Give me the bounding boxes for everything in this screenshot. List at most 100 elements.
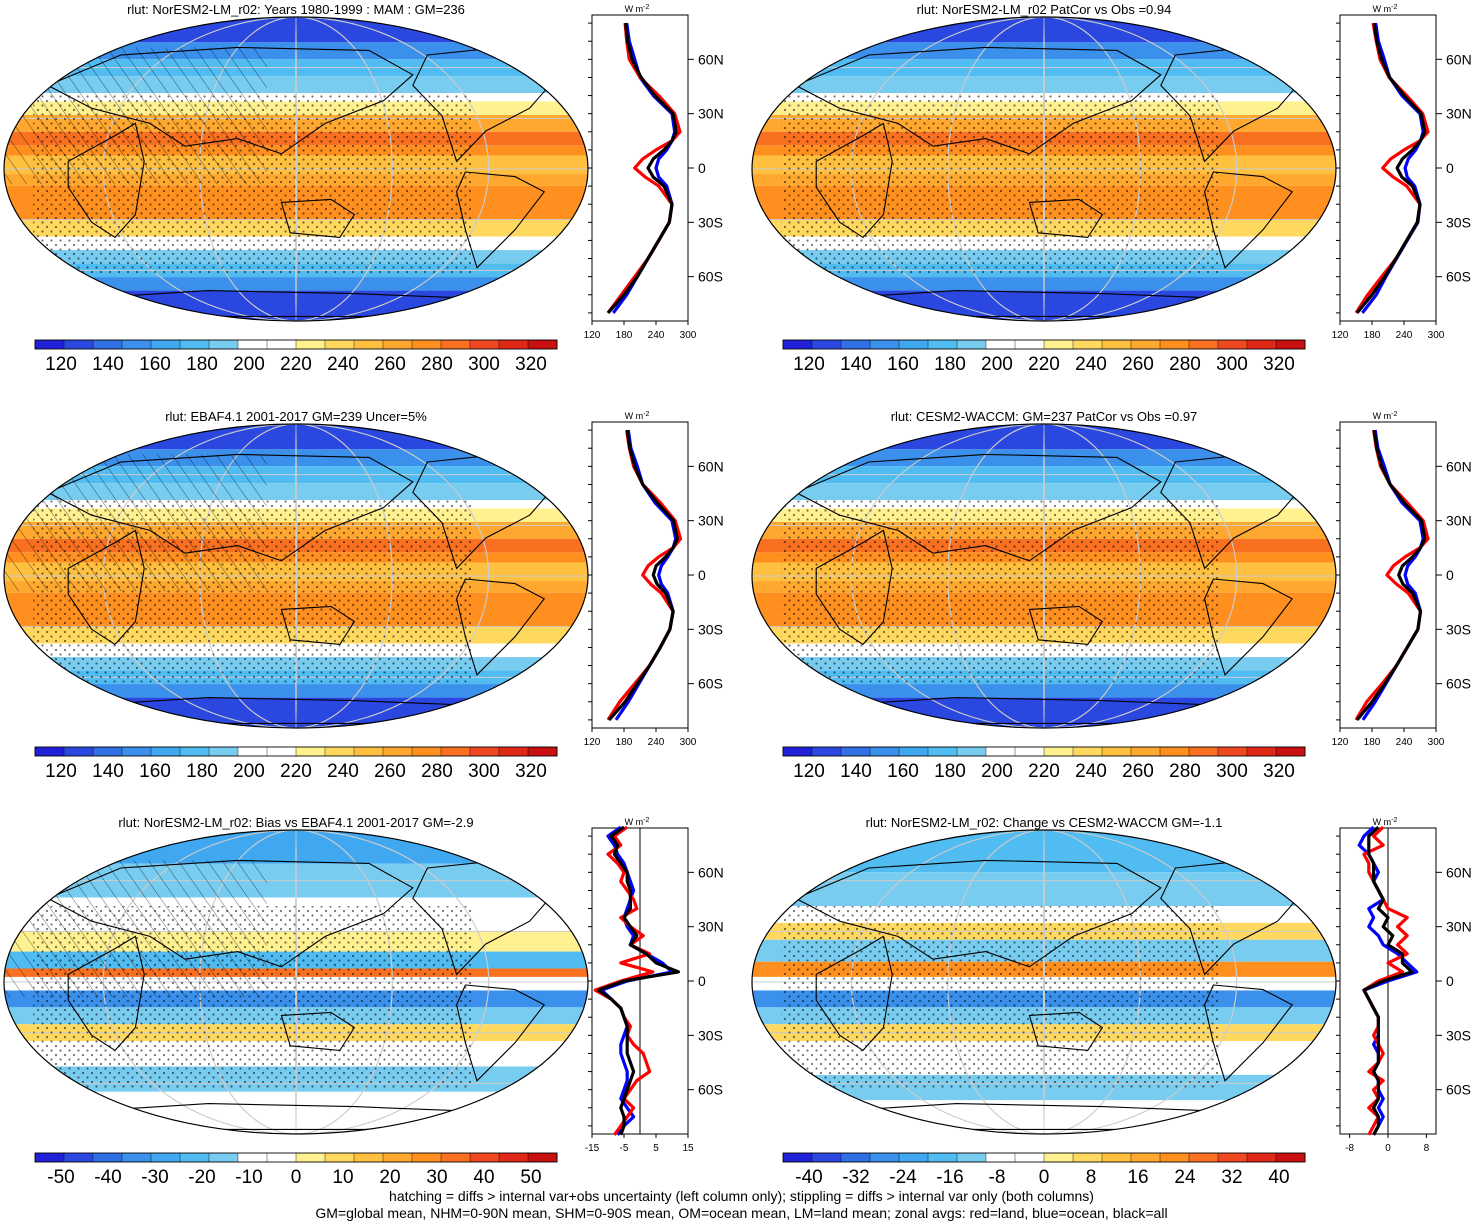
colorbar-swatch	[840, 746, 871, 757]
colorbar-tick-label: 280	[1169, 354, 1201, 375]
continent-outline	[46, 859, 414, 968]
lat-tick-label: 30N	[1446, 106, 1472, 122]
zonal-series-all	[607, 429, 679, 721]
colorbar-swatch	[411, 1152, 442, 1163]
stippling	[781, 93, 1220, 276]
colorbar-tick-label: 320	[515, 354, 547, 375]
colorbar-swatch	[353, 746, 384, 757]
colorbar-tick-label: -16	[936, 1167, 963, 1188]
lat-tick-label: 30S	[698, 1027, 723, 1043]
zonal-series-ocean	[1361, 22, 1425, 314]
zonal-series-ocean	[612, 22, 677, 314]
colorbar-swatch	[266, 339, 297, 350]
colorbar-tick-label: 180	[186, 761, 218, 782]
colorbar-swatch	[1217, 1152, 1248, 1163]
continent-outline	[1028, 605, 1104, 645]
zonal-profile: W m-2 60N 30N 0 30S 60S 120 180 240 300	[584, 411, 724, 748]
lat-tick-label: 30N	[698, 513, 724, 529]
panel-title: rlut: CESM2-WACCM: GM=237 PatCor vs Obs …	[891, 409, 1198, 424]
colorbar-tick-label: -40	[94, 1167, 121, 1188]
lat-tick-label: 30N	[698, 919, 724, 935]
colorbar-tick-label: 140	[92, 354, 124, 375]
lat-tick-label: 60N	[698, 51, 724, 67]
panel-title: rlut: NorESM2-LM_r02: Years 1980-1999 : …	[127, 2, 465, 17]
map-border	[751, 829, 1337, 1135]
colorbar-swatch	[295, 1152, 326, 1163]
panel-6: rlut: NorESM2-LM_r02: Change vs CESM2-WA…	[751, 815, 1472, 1188]
colorbar-swatch	[1072, 746, 1103, 757]
colorbar-swatch	[34, 1152, 65, 1163]
panel-title: rlut: NorESM2-LM_r02: Bias vs EBAF4.1 20…	[118, 815, 473, 830]
profile-x-tick-label: 180	[616, 737, 633, 748]
colorbar-swatch	[869, 746, 900, 757]
colorbar-swatch	[782, 1152, 813, 1163]
hatching	[4, 47, 267, 185]
colorbar-swatch	[1159, 1152, 1190, 1163]
colorbar-tick-label: 160	[887, 761, 919, 782]
zonal-series-all	[596, 825, 680, 1136]
colorbar-tick-label: 16	[1127, 1167, 1148, 1188]
colorbar-swatch	[353, 1152, 384, 1163]
zonal-series-land	[606, 22, 682, 314]
lat-tick-label: 30S	[1446, 621, 1471, 637]
colorbar-swatch	[898, 1152, 929, 1163]
lat-tick-label: 60S	[698, 1082, 723, 1098]
map-border	[3, 829, 589, 1135]
profile-x-tick-label: 180	[616, 330, 633, 341]
colorbar-swatch	[840, 1152, 871, 1163]
zonal-series-all	[606, 22, 678, 314]
colorbar-swatch	[34, 746, 65, 757]
profile-unit-label: W m-2	[1373, 817, 1398, 827]
colorbar-swatch	[382, 746, 413, 757]
colorbar-tick-label: 300	[468, 354, 500, 375]
stippling	[781, 906, 1220, 1089]
colorbar-swatch	[1014, 339, 1045, 350]
colorbar-swatch	[237, 1152, 268, 1163]
profile-unit-label: W m-2	[625, 411, 650, 421]
colorbar-tick-label: 120	[45, 761, 77, 782]
colorbar-swatch	[121, 339, 152, 350]
colorbar-tick-label: 260	[374, 354, 406, 375]
colorbar-swatch	[782, 746, 813, 757]
colorbar-swatch	[811, 339, 842, 350]
colorbar-swatch	[469, 339, 500, 350]
colorbar-frame	[782, 746, 1306, 757]
zonal-profile: W m-2 60N 30N 0 30S 60S -15 -5 5 15	[585, 817, 724, 1154]
colorbar-tick-label: 320	[1263, 354, 1295, 375]
colorbar-tick-label: 280	[1169, 761, 1201, 782]
lat-tick-label: 30N	[1446, 919, 1472, 935]
lat-tick-label: 0	[1446, 973, 1454, 989]
colorbar-swatch	[1217, 746, 1248, 757]
colorbar-tick-label: 240	[1075, 354, 1107, 375]
colorbar-swatch	[150, 1152, 181, 1163]
map-border	[751, 423, 1337, 729]
colorbar-frame	[34, 1152, 558, 1163]
profile-unit-label: W m-2	[1373, 4, 1398, 14]
colorbar-swatch	[1101, 339, 1132, 350]
colorbar-tick-label: 300	[1216, 761, 1248, 782]
profile-x-tick-label: -5	[620, 1143, 629, 1154]
lat-tick-label: 60N	[1446, 51, 1472, 67]
zonal-profile: W m-2 60N 30N 0 30S 60S -8 0 8	[1336, 817, 1472, 1154]
colorbar-tick-label: 24	[1174, 1167, 1196, 1188]
colorbar-swatch	[324, 1152, 355, 1163]
continent-outline	[794, 859, 1162, 968]
colorbar-swatch	[869, 1152, 900, 1163]
colorbar-tick-label: 160	[139, 354, 171, 375]
colorbar-tick-label: 200	[233, 761, 265, 782]
colorbar-tick-label: -40	[795, 1167, 822, 1188]
colorbar-swatch	[34, 339, 65, 350]
colorbar-swatch	[782, 339, 813, 350]
continent-outline	[456, 984, 546, 1082]
colorbar-swatch	[927, 1152, 958, 1163]
colorbar-swatch	[956, 1152, 987, 1163]
colorbar-swatch	[121, 746, 152, 757]
colorbar-swatch	[1043, 746, 1074, 757]
colorbar-swatch	[208, 339, 239, 350]
profile-x-tick-label: 180	[1364, 737, 1381, 748]
colorbar-swatch	[1130, 339, 1161, 350]
colorbar-tick-label: 200	[981, 761, 1013, 782]
lat-tick-label: 60S	[1446, 676, 1471, 692]
lat-tick-label: 60N	[1446, 864, 1472, 880]
colorbar-tick-label: 260	[1122, 761, 1154, 782]
